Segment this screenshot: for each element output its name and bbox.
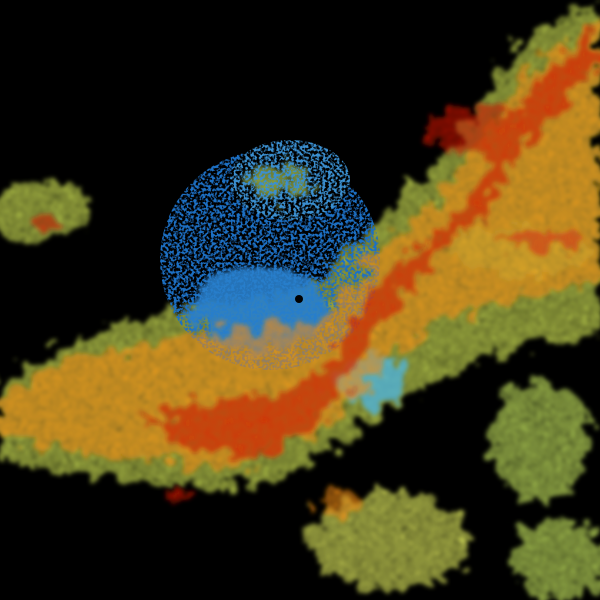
dot-icon bbox=[295, 295, 303, 303]
echo-layer-red bbox=[38, 30, 600, 501]
